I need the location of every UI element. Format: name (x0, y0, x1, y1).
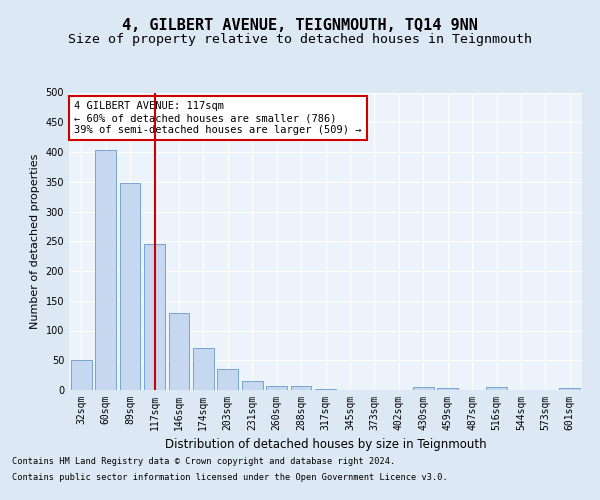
Text: 4, GILBERT AVENUE, TEIGNMOUTH, TQ14 9NN: 4, GILBERT AVENUE, TEIGNMOUTH, TQ14 9NN (122, 18, 478, 32)
Bar (266, 386, 287, 390)
Bar (193, 348, 214, 390)
Bar (242, 381, 263, 390)
Bar (486, 387, 507, 390)
X-axis label: Distribution of detached houses by size in Teignmouth: Distribution of detached houses by size … (164, 438, 487, 452)
Bar (169, 312, 190, 390)
Bar (437, 388, 458, 390)
Bar (144, 244, 165, 390)
Text: Size of property relative to detached houses in Teignmouth: Size of property relative to detached ho… (68, 32, 532, 46)
Bar (413, 387, 434, 390)
Text: Contains HM Land Registry data © Crown copyright and database right 2024.: Contains HM Land Registry data © Crown c… (12, 458, 395, 466)
Bar (290, 386, 311, 390)
Y-axis label: Number of detached properties: Number of detached properties (30, 154, 40, 329)
Bar (119, 183, 140, 390)
Bar (315, 389, 336, 390)
Text: Contains public sector information licensed under the Open Government Licence v3: Contains public sector information licen… (12, 472, 448, 482)
Bar (559, 388, 580, 390)
Text: 4 GILBERT AVENUE: 117sqm
← 60% of detached houses are smaller (786)
39% of semi-: 4 GILBERT AVENUE: 117sqm ← 60% of detach… (74, 102, 362, 134)
Bar (71, 360, 92, 390)
Bar (217, 368, 238, 390)
Bar (95, 150, 116, 390)
